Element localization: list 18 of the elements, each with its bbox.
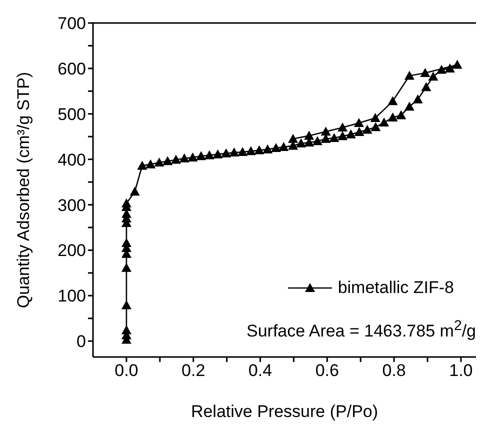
x-tick-label: 0.8 (382, 361, 406, 380)
y-tick-label: 100 (58, 286, 86, 306)
x-tick-label: 1.0 (449, 361, 473, 380)
legend-label: bimetallic ZIF-8 (338, 278, 454, 298)
y-tick-label: 700 (58, 14, 86, 34)
annotation: Surface Area = 1463.785 m$^{2}$/g (246, 318, 476, 342)
y-axis-title: Quantity Adsorbed (cm³/g STP) (14, 71, 34, 308)
x-axis-title: Relative Pressure (P/Po) (190, 402, 378, 421)
y-tick-label: 500 (58, 104, 86, 124)
y-tick-label: 0 (76, 332, 86, 352)
x-tick-label: 0.4 (248, 361, 272, 380)
y-tick-label: 600 (58, 59, 86, 78)
y-tick-label: 300 (58, 196, 86, 215)
x-tick-label: 0.2 (182, 361, 206, 380)
x-tick-label: 0.6 (315, 361, 339, 380)
y-tick-label: 200 (58, 241, 86, 260)
y-tick-label: 400 (58, 150, 86, 170)
x-tick-label: 0.0 (114, 361, 138, 380)
